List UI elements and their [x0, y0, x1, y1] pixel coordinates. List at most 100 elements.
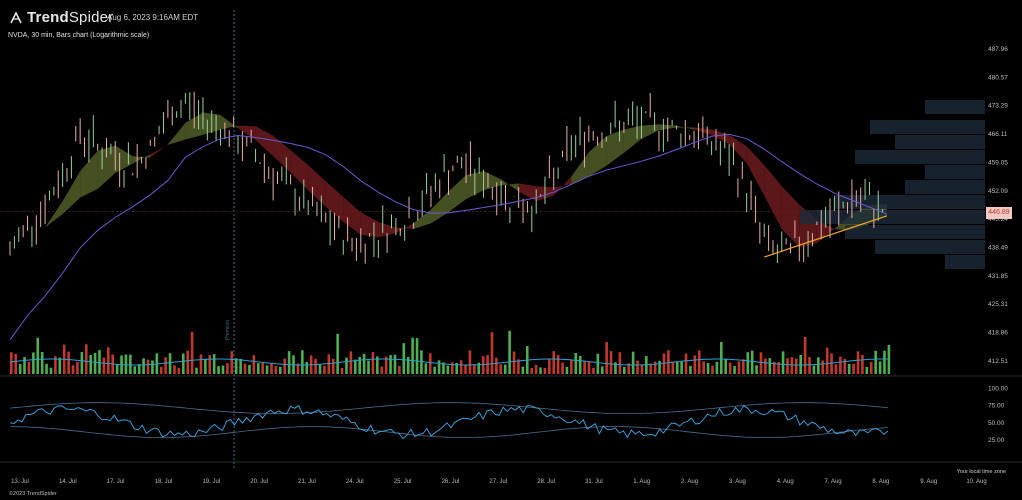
volume-bar	[468, 350, 472, 374]
volume-bar	[671, 361, 675, 374]
volume-bar	[261, 362, 264, 374]
volume-bar	[380, 366, 384, 374]
volume-bar	[389, 355, 392, 374]
volume-bar	[812, 365, 816, 374]
price-tick-label: 480.57	[988, 74, 1008, 81]
cloud-segment	[220, 115, 239, 130]
volume-bar	[270, 362, 273, 374]
volume-bar	[54, 356, 57, 374]
volume-bar	[301, 350, 304, 374]
time-tick-label: 25. Jul	[394, 479, 412, 485]
volume-bar	[124, 354, 128, 374]
volume-bar	[600, 366, 604, 374]
volume-bar	[230, 351, 234, 374]
volume-bar	[874, 350, 877, 374]
price-tick-label: 452.09	[988, 188, 1008, 195]
volume-bar	[129, 354, 132, 374]
volume-bar	[861, 354, 864, 374]
trendspider-logo[interactable]: TrendSpider	[9, 9, 113, 26]
volume-bar	[212, 354, 216, 374]
volume-bar	[675, 361, 679, 374]
volume-bar	[481, 356, 485, 374]
price-tick-label: 459.05	[988, 159, 1008, 166]
volume-bar	[336, 333, 339, 374]
volume-bar	[32, 352, 35, 374]
volume-bar	[649, 363, 653, 374]
cloud-segment	[80, 150, 98, 198]
volume-bar	[327, 354, 331, 374]
volume-bar	[406, 356, 410, 374]
cloud-segment	[606, 129, 624, 166]
volume-bar	[234, 358, 238, 374]
time-tick-label: 27. Jul	[489, 479, 507, 485]
time-tick-label: 20. Jul	[250, 479, 268, 485]
cloud-segment	[501, 179, 519, 192]
oscillator-tick-label: 75.00	[988, 403, 1005, 410]
volume-bar	[781, 351, 785, 374]
volume-bar	[433, 366, 436, 374]
volume-bar	[80, 352, 84, 374]
oscillator-tick-label: 100.00	[988, 386, 1008, 393]
volume-bar	[208, 355, 212, 374]
volume-bar	[847, 363, 851, 374]
volume-bar	[517, 359, 520, 374]
brand-name: TrendSpider	[27, 9, 114, 26]
volume-bar	[640, 364, 644, 374]
volume-bar	[711, 365, 714, 374]
volume-bar	[164, 357, 167, 374]
volume-bar	[495, 357, 498, 374]
time-tick-label: 26. Jul	[442, 479, 460, 485]
price-tick-label: 425.31	[988, 301, 1008, 308]
volume-profile-bar	[855, 150, 985, 164]
volume-bar	[239, 358, 242, 374]
volume-bar	[199, 354, 203, 374]
copyright-text: ©2023 TrendSpider	[9, 491, 57, 497]
volume-bar	[181, 353, 185, 374]
volume-bar	[768, 358, 772, 374]
volume-bar	[592, 367, 595, 374]
volume-bar	[587, 361, 591, 374]
volume-bar	[821, 360, 825, 374]
volume-bar	[570, 360, 573, 374]
volume-profile-bar	[835, 195, 985, 209]
chart-gridlines: Premium	[0, 10, 1022, 470]
volume-bar	[89, 355, 92, 374]
time-tick-label: 4. Aug	[777, 479, 794, 485]
volume-bar	[226, 363, 229, 374]
volume-bar	[76, 361, 79, 374]
volume-bar	[865, 366, 869, 374]
cloud-segment	[571, 152, 589, 185]
volume-bar	[843, 358, 847, 374]
vwap-line	[764, 215, 888, 258]
cloud-segment	[343, 197, 361, 235]
volume-bar	[23, 357, 26, 374]
volume-bar	[609, 351, 613, 374]
price-tick-label: 487.96	[988, 46, 1008, 53]
current-datetime: Aug 6, 2023 9:16AM EDT	[107, 13, 199, 22]
time-tick-label: 3. Aug	[729, 479, 746, 485]
price-tick-label: 412.51	[988, 358, 1008, 365]
volume-profile-bar	[925, 165, 985, 179]
volume-bar	[830, 353, 833, 374]
volume-profile-bar	[875, 240, 985, 254]
volume-bar	[446, 365, 450, 374]
volume-bar	[596, 353, 600, 374]
timezone-note[interactable]: Your local time zone	[956, 469, 1006, 475]
volume-bar	[287, 351, 291, 374]
volume-bar	[794, 358, 798, 374]
volume-bar	[737, 361, 741, 374]
time-tick-label: 21. Jul	[298, 479, 316, 485]
volume-bar	[84, 344, 88, 374]
volume-bar	[499, 364, 503, 374]
spider-logo-icon	[10, 10, 22, 23]
volume-profile-bar	[800, 210, 985, 224]
volume-bar	[274, 365, 278, 374]
cloud-segment	[746, 146, 765, 196]
volume-bar	[689, 365, 692, 374]
volume-bar	[358, 356, 361, 374]
volume-bar	[799, 354, 802, 374]
volume-bar	[755, 365, 758, 374]
session-marker: Premium	[225, 320, 231, 340]
cloud-segment	[430, 191, 449, 224]
